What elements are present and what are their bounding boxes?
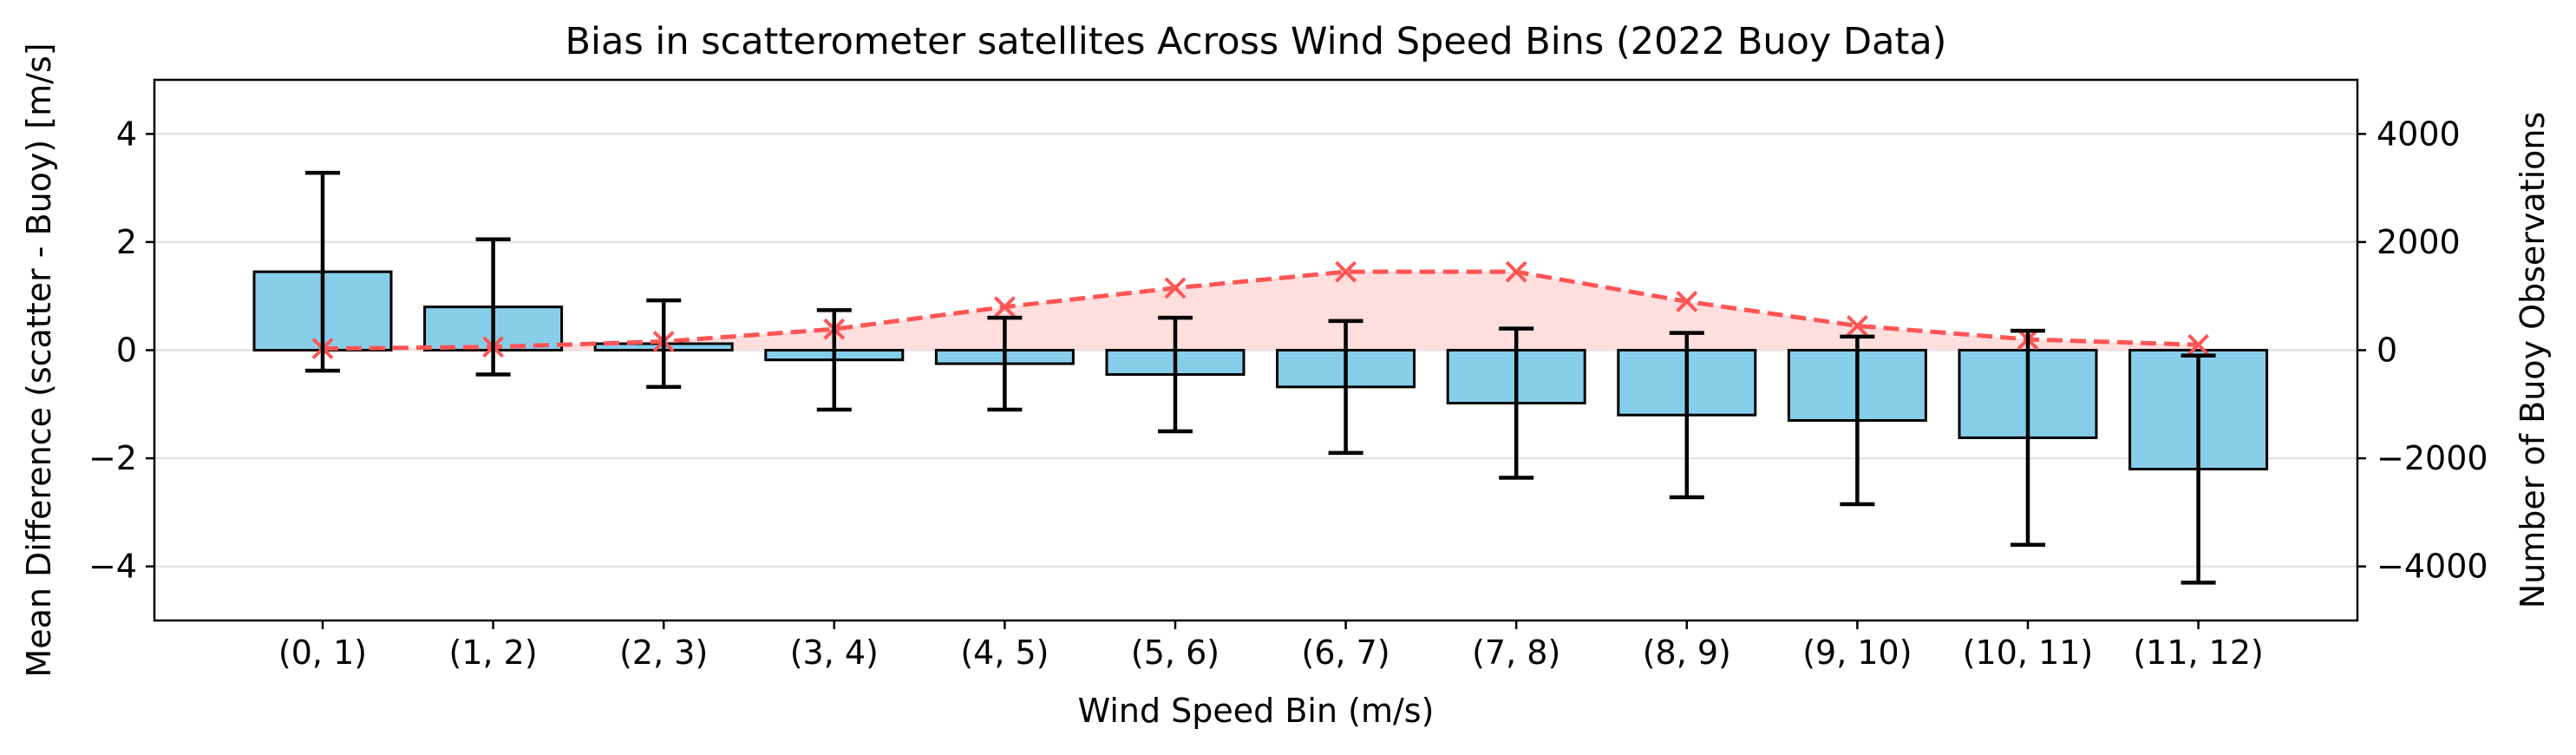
observation-marker [1505,260,1527,283]
x-tick-label: (3, 4) [790,634,879,672]
x-tick-label: (10, 11) [1963,634,2094,672]
observation-marker [993,296,1016,318]
x-tick-label: (4, 5) [960,634,1049,672]
error-bar [1669,331,1704,500]
y-axis-right-label: Number of Buoy Observations [2514,112,2552,609]
x-tick-label: (6, 7) [1302,634,1390,672]
y-axis-label: Mean Difference (scatter - Buoy) [m/s] [20,43,58,677]
error-bar [816,308,852,412]
y-tick-label: 0 [116,332,137,370]
error-bar [1499,326,1534,480]
y-right-tick-label: −2000 [2377,439,2488,477]
y-tick-label: 2 [116,223,137,261]
observation-marker [1335,260,1357,283]
y-tick-label: 4 [116,115,137,153]
x-tick-label: (11, 12) [2133,634,2264,672]
observations-line [322,269,2199,351]
error-bar [1158,315,1193,434]
x-tick-label: (5, 6) [1131,634,1219,672]
chart-title: Bias in scatterometer satellites Across … [566,20,1947,63]
error-bars [305,170,2216,585]
y-right-tick-label: 0 [2377,332,2397,370]
y-tick-label: −2 [88,439,137,477]
x-tick-label: (0, 1) [278,634,367,672]
observation-marker [1846,315,1868,337]
observations-area [323,272,2199,351]
error-bar [2180,353,2216,585]
y-right-tick-label: −4000 [2377,548,2488,586]
x-tick-label: (8, 9) [1643,634,1731,672]
error-bar [2010,328,2045,548]
axes: −4 −2 0 2 4 −4000 −2000 0 2000 4000 (0, 1) (1, 2) (2… [88,78,2488,672]
x-tick-label: (7, 8) [1472,634,1560,672]
error-bar [1840,334,1875,507]
observations-series [311,260,2210,360]
observation-marker [1164,277,1187,299]
error-bar [475,237,511,377]
observation-marker [1676,291,1698,312]
y-right-tick-label: 4000 [2377,115,2461,153]
x-tick-label: (9, 10) [1802,634,1912,672]
error-bar [1328,318,1363,456]
error-bar [987,315,1023,412]
x-axis-label: Wind Speed Bin (m/s) [1078,692,1435,730]
y-right-tick-label: 2000 [2377,223,2461,261]
error-bar [305,170,340,373]
observations-fill [323,272,2199,351]
y-tick-label: −4 [88,548,137,586]
observation-marker [2187,333,2210,356]
error-bar [646,298,682,390]
x-tick-label: (2, 3) [619,634,708,672]
x-tick-label: (1, 2) [449,634,538,672]
